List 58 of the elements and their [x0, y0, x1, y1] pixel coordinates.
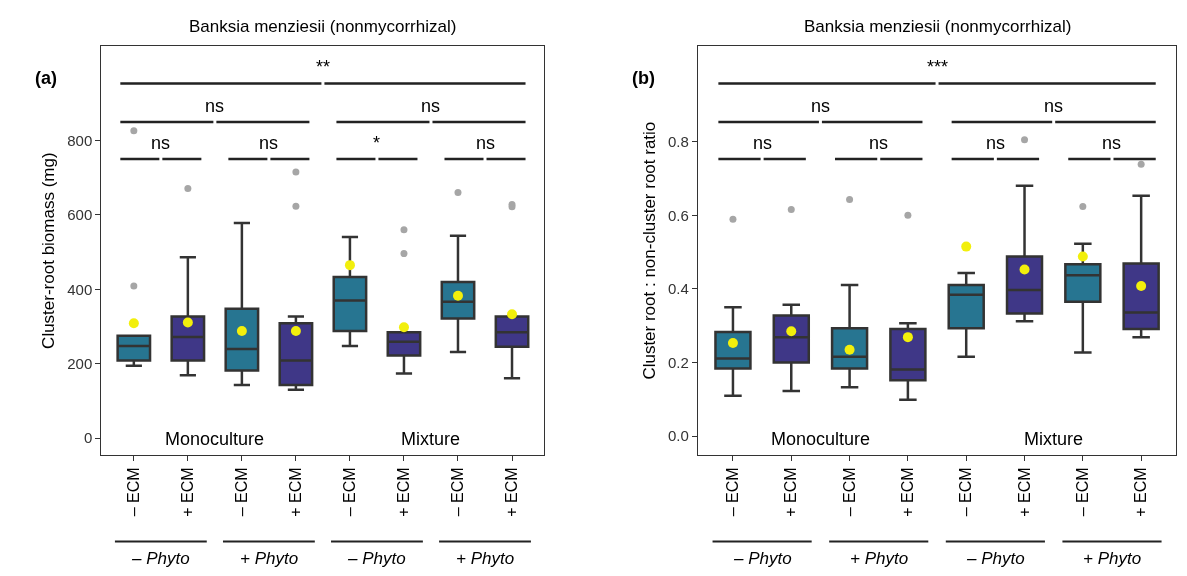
x-tick-label: – ECM: [449, 467, 467, 517]
x-tick-label: – ECM: [125, 467, 143, 517]
text: – Phyto: [347, 549, 406, 568]
x-tick-label: + ECM: [899, 467, 917, 517]
annotation: ns: [869, 133, 889, 153]
y-tick-label: 200: [67, 355, 93, 373]
y-tick-label: 800: [67, 131, 93, 149]
x-tick-label: – ECM: [233, 467, 251, 517]
chart-title: Banksia menziesii (nonmycorrhizal): [804, 17, 1072, 36]
y-tick-label: 0.0: [668, 427, 689, 445]
y-tick-label: 0: [83, 429, 93, 447]
x-tick-label: – ECM: [840, 467, 858, 517]
annotation: **: [316, 57, 331, 77]
text: + Phyto: [240, 549, 299, 568]
x-tick-label: + ECM: [1132, 467, 1150, 517]
annotation: Mixture: [1024, 429, 1084, 449]
y-tick-label: 0.4: [668, 280, 689, 298]
annotation: ns: [476, 133, 496, 153]
annotation: ns: [151, 133, 171, 153]
text: (b): [632, 68, 655, 88]
annotation: ns: [259, 133, 279, 153]
x-tick-label: + ECM: [782, 467, 800, 517]
text: – Phyto: [966, 549, 1025, 568]
x-tick-label: + ECM: [395, 467, 413, 517]
annotation: ns: [986, 133, 1006, 153]
y-tick-label: 0.8: [668, 132, 689, 150]
x-tick-label: – ECM: [341, 467, 359, 517]
annotation: Mixture: [401, 429, 461, 449]
text: (a): [35, 68, 57, 88]
annotation: Monoculture: [165, 429, 265, 449]
y-tick-label: 0.6: [668, 206, 689, 224]
annotation: Monoculture: [771, 429, 871, 449]
y-tick-label: 0.2: [668, 353, 689, 371]
annotation: ns: [205, 96, 225, 116]
annotation: *: [373, 133, 381, 153]
x-tick-label: + ECM: [503, 467, 521, 517]
annotation: ns: [753, 133, 773, 153]
y-axis-title: Cluster root : non-cluster root ratio: [639, 121, 659, 380]
y-tick-label: 400: [67, 280, 93, 298]
annotation: ***: [927, 57, 949, 77]
annotation: ns: [1044, 96, 1064, 116]
text: + Phyto: [1083, 549, 1142, 568]
y-axis-title: Cluster-root biomass (mg): [38, 152, 58, 349]
annotation: ns: [1102, 133, 1122, 153]
y-tick-label: 600: [67, 206, 93, 224]
text: – Phyto: [733, 549, 792, 568]
chart-title: Banksia menziesii (nonmycorrhizal): [189, 17, 457, 36]
text: + Phyto: [456, 549, 515, 568]
text: – Phyto: [131, 549, 190, 568]
x-tick-label: – ECM: [1074, 467, 1092, 517]
x-tick-label: + ECM: [179, 467, 197, 517]
x-tick-label: – ECM: [724, 467, 742, 517]
x-tick-label: + ECM: [287, 467, 305, 517]
text: + Phyto: [850, 549, 909, 568]
annotation: ns: [421, 96, 441, 116]
annotation: ns: [811, 96, 831, 116]
x-tick-label: + ECM: [1015, 467, 1033, 517]
x-tick-label: – ECM: [957, 467, 975, 517]
